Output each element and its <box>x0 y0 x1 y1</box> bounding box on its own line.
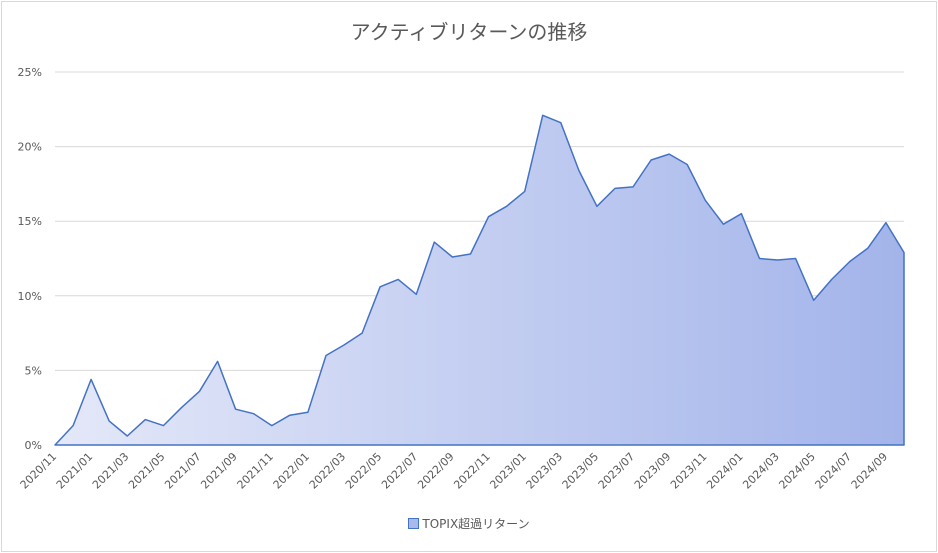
x-tick-label: 2023/01 <box>487 450 529 492</box>
x-tick-label: 2023/03 <box>524 450 566 492</box>
legend: TOPIX超過リターン <box>0 515 938 532</box>
x-tick-label: 2023/09 <box>632 450 674 492</box>
chart-title: アクティブリターンの推移 <box>350 20 588 44</box>
x-tick-label: 2021/09 <box>198 450 240 492</box>
legend-swatch <box>408 518 420 529</box>
series-area <box>54 114 905 446</box>
x-tick-label: 2022/03 <box>307 450 349 492</box>
y-tick-label: 15% <box>18 215 42 228</box>
x-tick-label: 2021/07 <box>162 450 204 492</box>
y-tick-label: 5% <box>25 364 42 377</box>
series-area-topix-excess-return <box>54 114 905 446</box>
x-tick-label: 2022/09 <box>415 450 457 492</box>
x-tick-label: 2022/01 <box>271 450 313 492</box>
x-tick-label: 2024/07 <box>813 450 855 492</box>
x-tick-label: 2022/11 <box>451 450 493 492</box>
x-tick-label: 2024/03 <box>740 450 782 492</box>
x-tick-label: 2022/05 <box>343 450 385 492</box>
x-axis-ticks: 2020/112021/012021/032021/052021/072021/… <box>18 450 890 492</box>
y-tick-label: 0% <box>25 439 42 452</box>
x-tick-label: 2024/05 <box>776 450 818 492</box>
y-tick-label: 20% <box>18 141 42 154</box>
x-tick-label: 2021/11 <box>234 450 276 492</box>
x-tick-label: 2021/01 <box>54 450 96 492</box>
y-tick-label: 25% <box>18 66 42 79</box>
x-tick-label: 2021/05 <box>126 450 168 492</box>
legend-label: TOPIX超過リターン <box>422 517 530 531</box>
x-tick-label: 2022/07 <box>379 450 421 492</box>
x-tick-label: 2024/01 <box>704 450 746 492</box>
x-tick-label: 2023/11 <box>668 450 710 492</box>
x-tick-label: 2020/11 <box>18 450 60 492</box>
x-tick-label: 2023/07 <box>596 450 638 492</box>
x-tick-label: 2024/09 <box>849 450 891 492</box>
x-tick-label: 2023/05 <box>560 450 602 492</box>
x-tick-label: 2021/03 <box>90 450 132 492</box>
y-axis-ticks: 0% 5% 10% 15% 20% 25% <box>18 66 42 452</box>
y-tick-label: 10% <box>18 290 42 303</box>
